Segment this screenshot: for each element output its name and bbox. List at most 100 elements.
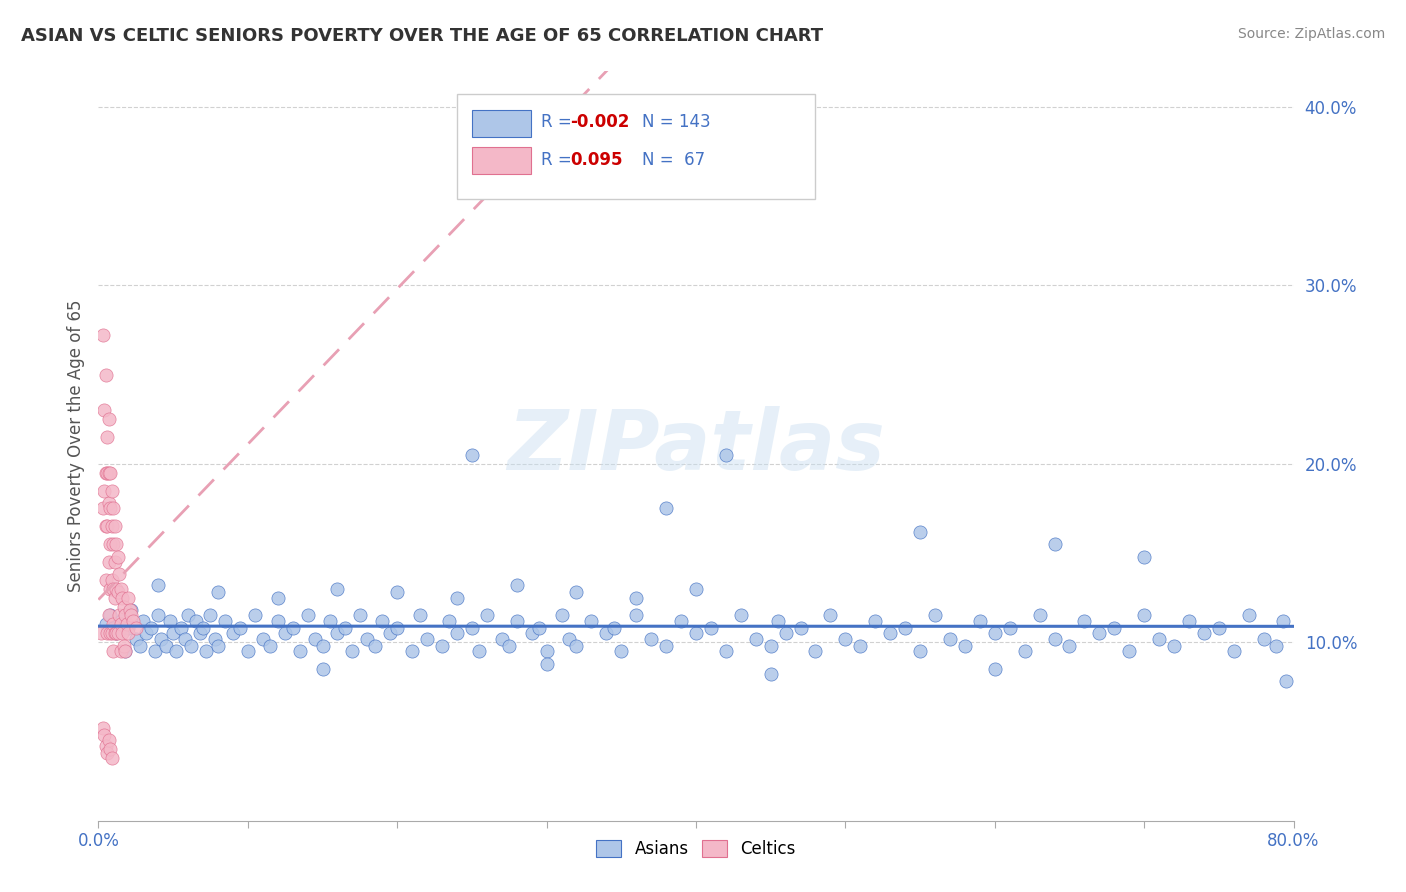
Text: R =: R =: [541, 113, 576, 131]
Point: [1088, 626, 1111, 640]
Point: [378, 626, 401, 640]
Point: [610, 644, 633, 658]
Point: [416, 632, 439, 646]
FancyBboxPatch shape: [472, 110, 531, 136]
Point: [1104, 621, 1126, 635]
Point: [96, 466, 118, 480]
Point: [603, 621, 626, 635]
Point: [349, 608, 371, 623]
Text: ZIPatlas: ZIPatlas: [508, 406, 884, 486]
Point: [461, 621, 484, 635]
Point: [150, 632, 173, 646]
FancyBboxPatch shape: [457, 94, 815, 199]
Point: [129, 639, 152, 653]
Point: [565, 585, 588, 599]
Point: [103, 621, 125, 635]
FancyBboxPatch shape: [472, 147, 531, 174]
Point: [120, 603, 142, 617]
Point: [520, 626, 543, 640]
Point: [110, 582, 132, 596]
Point: [865, 614, 887, 628]
Point: [536, 644, 558, 658]
Point: [924, 608, 946, 623]
Point: [110, 644, 132, 658]
Point: [408, 608, 430, 623]
Point: [595, 626, 617, 640]
Point: [148, 578, 170, 592]
Point: [439, 614, 461, 628]
Point: [385, 585, 409, 599]
Point: [908, 524, 931, 539]
Point: [834, 632, 856, 646]
Point: [200, 608, 222, 623]
Point: [96, 626, 118, 640]
Text: Source: ZipAtlas.com: Source: ZipAtlas.com: [1237, 27, 1385, 41]
Point: [94, 368, 117, 382]
Point: [1163, 639, 1185, 653]
Point: [475, 608, 498, 623]
Point: [1028, 608, 1050, 623]
Point: [104, 555, 127, 569]
Point: [342, 644, 364, 658]
Point: [789, 621, 811, 635]
Point: [104, 519, 127, 533]
Point: [107, 549, 129, 564]
Point: [162, 626, 184, 640]
Point: [98, 608, 122, 623]
Point: [91, 501, 114, 516]
Point: [165, 644, 187, 658]
Point: [1192, 626, 1215, 640]
Point: [135, 626, 157, 640]
Point: [894, 621, 917, 635]
Point: [1118, 644, 1140, 658]
Point: [236, 644, 259, 658]
Point: [148, 608, 170, 623]
Point: [1014, 644, 1036, 658]
Y-axis label: Seniors Poverty Over the Age of 65: Seniors Poverty Over the Age of 65: [66, 300, 84, 592]
Point: [775, 626, 797, 640]
Point: [159, 614, 181, 628]
Legend: Asians, Celtics: Asians, Celtics: [589, 833, 803, 864]
Point: [468, 644, 491, 658]
Point: [640, 632, 662, 646]
Point: [97, 496, 120, 510]
Point: [984, 626, 1007, 640]
Point: [1133, 549, 1156, 564]
Point: [117, 621, 139, 635]
Text: N = 143: N = 143: [643, 113, 711, 131]
Point: [114, 608, 136, 623]
Point: [820, 608, 842, 623]
Text: -0.002: -0.002: [571, 113, 630, 131]
Point: [222, 626, 245, 640]
Point: [550, 608, 572, 623]
Point: [288, 644, 311, 658]
Point: [319, 614, 342, 628]
Point: [401, 644, 423, 658]
Point: [174, 632, 197, 646]
Point: [939, 632, 962, 646]
Point: [169, 621, 191, 635]
Point: [103, 537, 125, 551]
Point: [326, 626, 349, 640]
Point: [180, 639, 202, 653]
Point: [184, 614, 207, 628]
Point: [91, 721, 114, 735]
Point: [908, 644, 931, 658]
Point: [1253, 632, 1275, 646]
Point: [214, 614, 236, 628]
Point: [446, 591, 468, 605]
Point: [1208, 621, 1230, 635]
Point: [103, 582, 125, 596]
Point: [107, 585, 129, 599]
Point: [745, 632, 768, 646]
Point: [655, 501, 678, 516]
Point: [94, 617, 117, 632]
Point: [98, 501, 122, 516]
Text: ASIAN VS CELTIC SENIORS POVERTY OVER THE AGE OF 65 CORRELATION CHART: ASIAN VS CELTIC SENIORS POVERTY OVER THE…: [21, 27, 824, 45]
Point: [461, 448, 484, 462]
Point: [714, 448, 737, 462]
Point: [274, 626, 297, 640]
Point: [506, 614, 529, 628]
Point: [93, 728, 115, 742]
Point: [90, 626, 112, 640]
